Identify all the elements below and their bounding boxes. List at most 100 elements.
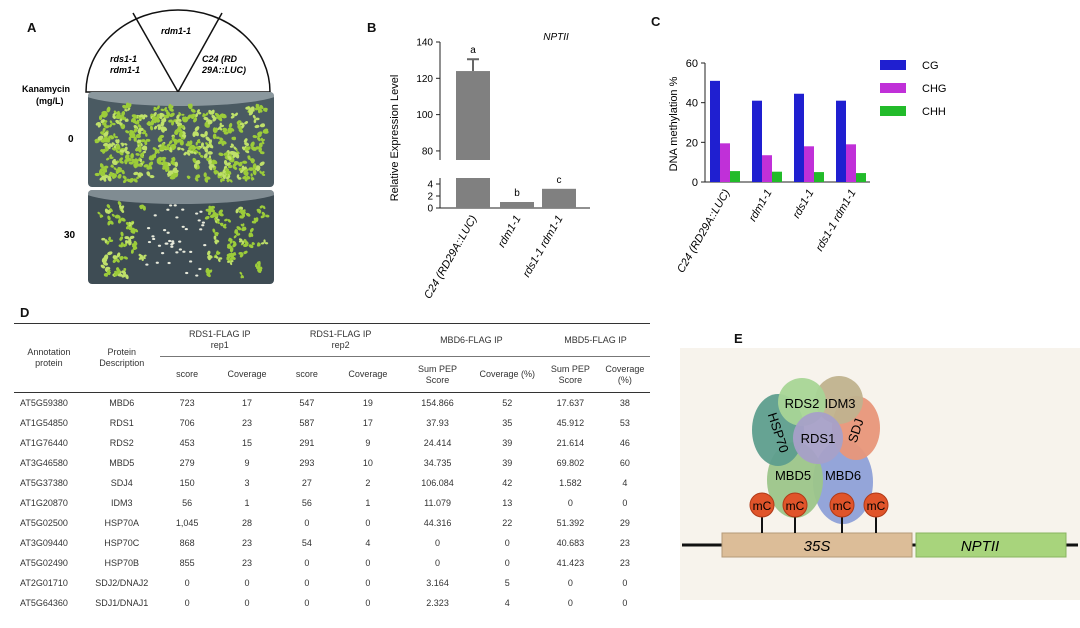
mc-label: mC (867, 499, 886, 513)
seedling (135, 146, 142, 153)
subheader: score (159, 356, 215, 393)
seedling (243, 138, 249, 147)
seedling (223, 127, 232, 135)
rds1-label: RDS1 (801, 431, 836, 446)
sector-divider (132, 12, 179, 93)
gene-label: NPTII (961, 538, 999, 555)
seedling (216, 221, 224, 226)
seedling (120, 142, 128, 147)
seedling (119, 146, 130, 155)
seedling (109, 120, 116, 128)
seedling (250, 158, 255, 164)
table-cell: 0 (504, 558, 510, 568)
seedling (240, 209, 251, 217)
seedling (95, 119, 105, 128)
conc-0-label: 0 (68, 134, 74, 145)
table-cell: 23 (619, 538, 630, 548)
seedling (226, 178, 233, 183)
seedling (255, 261, 261, 268)
panel-label-a: A (27, 20, 37, 35)
table-cell: 69.802 (556, 458, 585, 468)
seedling (230, 151, 240, 159)
table-cell: 44.316 (423, 518, 452, 528)
table-cell: 0 (365, 518, 371, 528)
table-cell: AT5G37380 (20, 478, 68, 488)
table-cell: 1 (365, 498, 371, 508)
table-cell: 45.912 (556, 418, 585, 428)
table-cell: 106.084 (421, 478, 454, 488)
seedling (181, 225, 185, 228)
seedling (171, 241, 175, 245)
y-tick-label: 0 (427, 204, 433, 215)
subheader: Sum PEP Score (401, 356, 474, 393)
seedling (134, 162, 143, 167)
seedling (145, 263, 149, 266)
mc-label: mC (833, 499, 852, 513)
seedling (140, 138, 151, 146)
table-cell: 0 (435, 538, 441, 548)
seedling (178, 248, 182, 251)
y-tick-label: 20 (686, 137, 698, 149)
seedling (199, 210, 203, 213)
seedling (134, 119, 142, 129)
seedling (102, 122, 110, 133)
seedling (181, 208, 185, 211)
seedling (260, 211, 270, 219)
seedling (110, 133, 119, 140)
seedling (198, 151, 204, 158)
seedling (228, 252, 237, 256)
table-row: AT5G02500 HSP70A 1,045 28 0 0 44.316 22 51.392 29 (14, 513, 650, 533)
table-cell: 29 (619, 518, 630, 528)
table-cell: 150 (179, 478, 195, 488)
seedling (260, 137, 265, 145)
table-cell: 0 (567, 498, 573, 508)
seedling (239, 212, 245, 219)
table-row: AT1G20870 IDM3 56 1 56 1 11.079 13 0 0 (14, 493, 650, 513)
seedling (241, 145, 250, 154)
legend-label: CG (922, 60, 939, 72)
seedling (165, 242, 169, 245)
seedling (133, 171, 144, 178)
seedling (120, 124, 126, 130)
seedling (199, 228, 203, 231)
seedling (207, 117, 217, 125)
x-tick-label: rdm1-1 (747, 188, 775, 224)
table-cell: 0 (622, 598, 628, 608)
table-cell: 15 (242, 438, 253, 448)
methylcytosine-marker (749, 492, 775, 518)
table-cell: 35 (502, 418, 513, 428)
seedling (166, 208, 170, 211)
seedling (147, 240, 152, 244)
seedling (112, 252, 121, 260)
bar (542, 188, 576, 208)
bar (456, 178, 490, 208)
seedling (203, 147, 213, 159)
table-cell: 0 (365, 558, 371, 568)
table-cell: 0 (504, 538, 510, 548)
seedling (248, 163, 257, 176)
seedling (103, 142, 114, 150)
table-cell: 0 (304, 558, 310, 568)
panel-label-c: C (651, 14, 661, 29)
table-cell: 28 (242, 518, 253, 528)
bar-chg (720, 143, 730, 182)
significance-letter: c (557, 175, 562, 186)
table-cell: AT3G09440 (20, 538, 68, 548)
seedling (171, 240, 175, 243)
seedling (194, 174, 201, 182)
panel-label-b: B (367, 20, 377, 35)
seedling (195, 212, 199, 215)
table-row: AT2G01710 SDJ2/DNAJ2 0 0 0 0 3.164 5 0 0 (14, 573, 650, 593)
seedling (244, 177, 249, 182)
table-cell: AT3G46580 (20, 458, 68, 468)
table-cell: AT1G54850 (20, 418, 68, 428)
x-tick-label: rdm1-1 (496, 214, 524, 250)
header-protein-description: Protein Description (83, 323, 160, 393)
table-cell: 56 (182, 498, 193, 508)
table-cell: AT1G76440 (20, 438, 68, 448)
legend-swatch-chg (880, 83, 906, 93)
table-cell: AT2G01710 (20, 578, 68, 588)
seedling (106, 154, 114, 161)
seedling (254, 123, 266, 129)
table-cell: 17 (362, 418, 373, 428)
